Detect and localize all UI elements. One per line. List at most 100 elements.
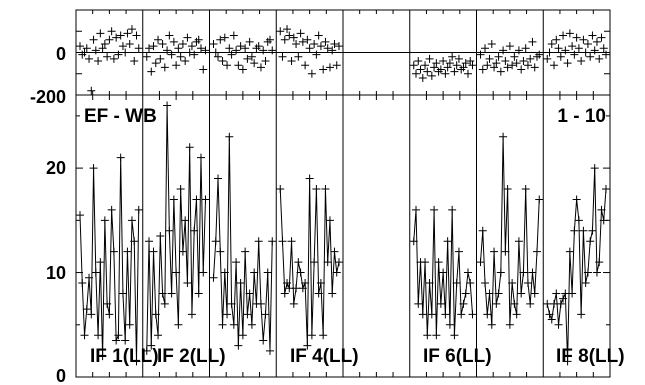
amp-point bbox=[127, 216, 136, 225]
chart-labels: 0 -200 20 10 0 EF - WB 1 - 10 IF 1(LL) I… bbox=[30, 44, 625, 385]
amp-point bbox=[225, 132, 234, 141]
amp-series-line bbox=[79, 157, 140, 362]
amp-point bbox=[452, 279, 461, 287]
phase-point bbox=[91, 46, 100, 55]
if-label-4: IF 4(LL) bbox=[290, 346, 359, 367]
phase-point bbox=[483, 61, 492, 70]
phase-point bbox=[577, 57, 586, 65]
amp-point bbox=[125, 320, 134, 329]
amp-point bbox=[461, 289, 470, 298]
phase-point bbox=[283, 25, 292, 34]
amp-point bbox=[325, 216, 334, 225]
amp-point bbox=[418, 310, 427, 319]
phase-point bbox=[519, 57, 528, 65]
amp-point bbox=[543, 299, 552, 308]
phase-point bbox=[114, 50, 123, 59]
phase-point bbox=[109, 54, 118, 63]
phase-point bbox=[335, 42, 343, 51]
amp-point bbox=[454, 247, 463, 256]
amp-point bbox=[289, 299, 298, 308]
phase-point bbox=[214, 52, 223, 61]
phase-point bbox=[434, 67, 443, 76]
phase-point bbox=[183, 33, 192, 42]
amp-point bbox=[519, 268, 528, 277]
phase-point bbox=[127, 25, 136, 34]
amp-point bbox=[517, 289, 526, 298]
phase-point bbox=[76, 42, 84, 51]
phase-point bbox=[254, 42, 263, 51]
phase-point bbox=[468, 61, 477, 70]
amp-point bbox=[305, 174, 314, 183]
amp-point bbox=[194, 289, 203, 298]
amp-point bbox=[550, 299, 559, 308]
amp-point bbox=[172, 268, 181, 277]
phase-point bbox=[310, 40, 319, 48]
amp-point bbox=[149, 247, 158, 256]
amp-point bbox=[577, 310, 586, 319]
amp-point bbox=[263, 268, 272, 277]
phase-point bbox=[158, 40, 167, 48]
phase-point bbox=[241, 44, 250, 53]
phase-point bbox=[595, 54, 604, 63]
phase-point bbox=[528, 37, 537, 46]
phase-point bbox=[508, 61, 517, 70]
amp-tick-20: 20 bbox=[46, 158, 66, 178]
if-label-6: IF 6(LL) bbox=[423, 346, 492, 367]
amp-point bbox=[100, 216, 109, 225]
phase-point bbox=[125, 40, 134, 48]
amp-point bbox=[485, 289, 494, 298]
amp-series-line bbox=[213, 136, 273, 351]
amp-point bbox=[523, 279, 532, 287]
amp-point bbox=[321, 185, 330, 193]
phase-point bbox=[132, 31, 141, 40]
phase-point bbox=[218, 57, 227, 65]
amp-point bbox=[597, 205, 606, 214]
amp-point bbox=[105, 310, 114, 319]
amp-point bbox=[214, 174, 223, 183]
amp-point bbox=[158, 289, 167, 298]
if-panel-1 bbox=[76, 25, 143, 366]
phase-point bbox=[481, 44, 490, 53]
phase-point bbox=[570, 50, 579, 59]
phase-point bbox=[232, 46, 241, 55]
amp-point bbox=[463, 268, 472, 277]
phase-point bbox=[118, 42, 127, 51]
amp-point bbox=[82, 305, 91, 314]
amp-point bbox=[227, 299, 236, 308]
amp-point bbox=[559, 294, 568, 303]
phase-point bbox=[96, 29, 105, 38]
amp-point bbox=[261, 310, 270, 319]
phase-point bbox=[490, 63, 499, 72]
amp-point bbox=[238, 331, 247, 340]
amp-point bbox=[441, 310, 450, 319]
amp-point bbox=[434, 258, 443, 267]
phase-point bbox=[314, 31, 323, 40]
phase-point bbox=[112, 33, 121, 42]
amp-point bbox=[192, 195, 201, 204]
amp-point bbox=[112, 336, 121, 345]
phase-point bbox=[85, 54, 94, 63]
phase-point bbox=[454, 54, 463, 63]
amp-point bbox=[167, 289, 176, 298]
phase-point bbox=[530, 63, 539, 72]
amp-point bbox=[247, 320, 256, 329]
amp-point bbox=[174, 320, 183, 329]
amp-point bbox=[199, 268, 208, 277]
phase-point bbox=[450, 67, 459, 76]
amp-point bbox=[412, 205, 421, 214]
amp-point bbox=[218, 320, 227, 329]
phase-point bbox=[294, 52, 303, 61]
amp-point bbox=[278, 237, 287, 246]
phase-point bbox=[517, 65, 526, 74]
amp-point bbox=[245, 289, 254, 298]
phase-point bbox=[466, 57, 475, 65]
amp-point bbox=[292, 284, 301, 293]
amp-point bbox=[94, 331, 103, 340]
amp-point bbox=[570, 226, 579, 235]
phase-point bbox=[430, 63, 439, 72]
amp-point bbox=[259, 336, 268, 345]
amp-point bbox=[583, 268, 592, 277]
if-panel-7 bbox=[476, 37, 544, 329]
amp-point bbox=[561, 289, 570, 298]
phase-point bbox=[499, 46, 508, 55]
